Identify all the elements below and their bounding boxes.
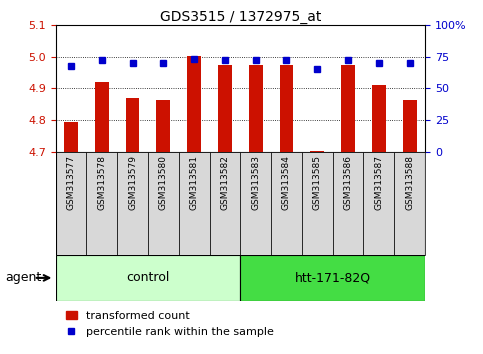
Bar	[249, 65, 263, 152]
Bar	[364, 152, 394, 255]
Bar	[333, 152, 364, 255]
Bar	[240, 255, 425, 301]
Text: GSM313580: GSM313580	[159, 155, 168, 210]
Bar	[95, 82, 109, 152]
Text: GSM313584: GSM313584	[282, 155, 291, 210]
Bar	[117, 152, 148, 255]
Bar	[210, 152, 240, 255]
Title: GDS3515 / 1372975_at: GDS3515 / 1372975_at	[159, 10, 321, 24]
Bar	[156, 100, 170, 152]
Bar	[394, 152, 425, 255]
Legend: transformed count, percentile rank within the sample: transformed count, percentile rank withi…	[61, 307, 278, 341]
Bar	[341, 65, 355, 152]
Text: GSM313582: GSM313582	[220, 155, 229, 210]
Text: GSM313586: GSM313586	[343, 155, 353, 210]
Bar	[403, 100, 416, 152]
Text: GSM313577: GSM313577	[67, 155, 75, 210]
Bar	[86, 152, 117, 255]
Text: GSM313585: GSM313585	[313, 155, 322, 210]
Bar	[56, 255, 241, 301]
Text: GSM313581: GSM313581	[190, 155, 199, 210]
Bar	[372, 85, 386, 152]
Text: GSM313588: GSM313588	[405, 155, 414, 210]
Bar	[302, 152, 333, 255]
Text: GSM313583: GSM313583	[251, 155, 260, 210]
Bar	[126, 98, 140, 152]
Bar	[148, 152, 179, 255]
Bar	[271, 152, 302, 255]
Text: agent: agent	[5, 272, 41, 284]
Text: GSM313578: GSM313578	[97, 155, 106, 210]
Text: GSM313587: GSM313587	[374, 155, 384, 210]
Bar	[56, 152, 86, 255]
Text: GSM313579: GSM313579	[128, 155, 137, 210]
Bar	[64, 122, 78, 152]
Bar	[218, 65, 232, 152]
Bar	[240, 152, 271, 255]
Bar	[187, 56, 201, 152]
Bar	[179, 152, 210, 255]
Text: control: control	[126, 272, 170, 284]
Bar	[280, 65, 293, 152]
Text: htt-171-82Q: htt-171-82Q	[295, 272, 371, 284]
Bar	[311, 151, 324, 152]
